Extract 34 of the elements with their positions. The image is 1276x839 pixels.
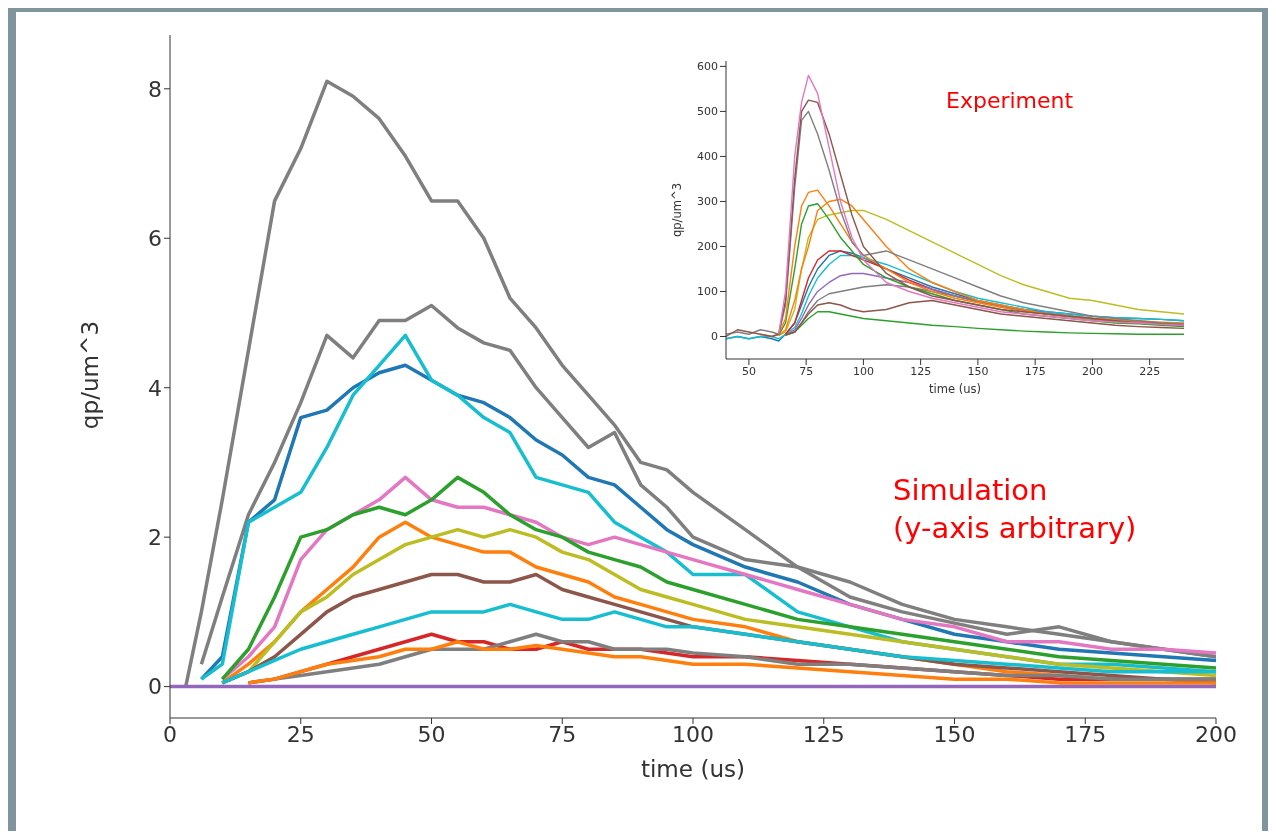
x-tick-label: 200	[1195, 721, 1237, 747]
y-tick-label: 300	[697, 195, 718, 209]
y-tick-label: 500	[697, 105, 718, 119]
x-tick-label: 50	[741, 364, 756, 378]
y-tick-label: 100	[697, 285, 718, 299]
annotation: Simulation	[893, 473, 1048, 507]
x-tick-label: 25	[286, 721, 315, 747]
y-tick-label: 6	[148, 226, 162, 252]
y-tick-label: 4	[148, 375, 162, 401]
x-axis-title: time (us)	[639, 755, 747, 782]
y-axis-title: qp/um^3	[77, 321, 104, 430]
x-axis-title: time (us)	[927, 381, 983, 396]
x-tick-label: 100	[852, 364, 874, 378]
y-tick-label: 2	[148, 524, 162, 550]
y-tick-label: 200	[697, 240, 718, 254]
y-tick-label: 0	[148, 674, 162, 700]
annotation: (y-axis arbitrary)	[893, 511, 1137, 545]
x-tick-label: 175	[1064, 721, 1107, 747]
x-tick-label: 75	[548, 721, 577, 747]
x-tick-label: 150	[933, 721, 976, 747]
x-tick-label: 125	[802, 721, 845, 747]
x-tick-label: 50	[417, 721, 446, 747]
x-tick-label: 150	[967, 364, 989, 378]
y-tick-label: 400	[697, 150, 718, 164]
x-tick-label: 75	[799, 364, 814, 378]
x-tick-label: 225	[1139, 364, 1161, 378]
annotation: Experiment	[946, 88, 1074, 113]
y-tick-label: 8	[148, 76, 162, 102]
x-tick-label: 175	[1024, 364, 1046, 378]
y-axis-title: qp/um^3	[670, 182, 685, 237]
y-tick-label: 600	[697, 60, 718, 74]
x-tick-label: 125	[910, 364, 932, 378]
y-tick-label: 0	[711, 330, 718, 344]
x-tick-label: 200	[1081, 364, 1103, 378]
